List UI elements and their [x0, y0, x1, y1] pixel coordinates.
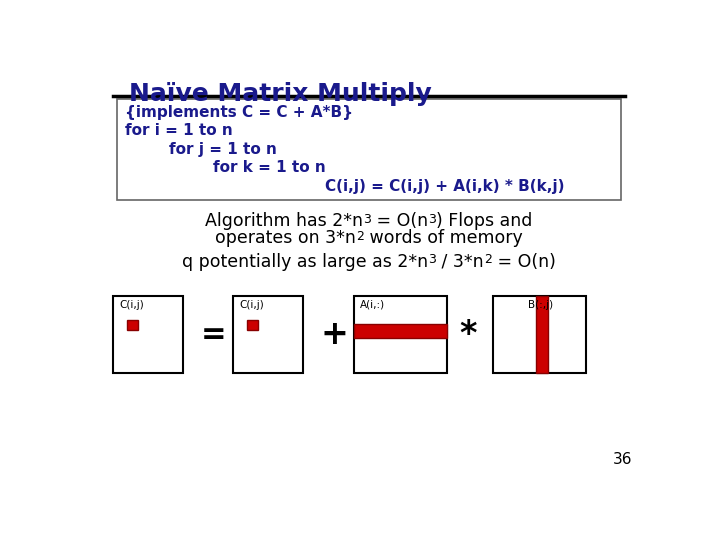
Text: for j = 1 to n: for j = 1 to n — [148, 142, 277, 157]
Text: 3: 3 — [364, 213, 372, 226]
Text: C(i,j): C(i,j) — [240, 300, 264, 309]
Bar — [248, 320, 258, 330]
Bar — [536, 296, 548, 373]
Text: +: + — [320, 318, 348, 351]
Bar — [493, 296, 586, 373]
Text: =: = — [201, 320, 227, 349]
Text: = O(n): = O(n) — [492, 253, 556, 271]
Text: 2: 2 — [484, 253, 492, 266]
Text: {implements C = C + A*B}: {implements C = C + A*B} — [125, 105, 353, 120]
Text: ) Flops and: ) Flops and — [436, 213, 533, 231]
Text: A(i,:): A(i,:) — [360, 300, 384, 309]
Text: 2: 2 — [356, 231, 364, 244]
Text: 3: 3 — [428, 213, 436, 226]
Text: words of memory: words of memory — [364, 230, 523, 247]
Bar — [117, 99, 621, 200]
Bar — [127, 320, 138, 330]
Bar — [113, 296, 183, 373]
Bar — [233, 296, 303, 373]
Text: q potentially as large as 2*n: q potentially as large as 2*n — [182, 253, 428, 271]
Bar — [354, 325, 446, 338]
Text: for k = 1 to n: for k = 1 to n — [171, 160, 326, 176]
Text: C(i,j): C(i,j) — [120, 300, 144, 309]
Text: for i = 1 to n: for i = 1 to n — [125, 123, 233, 138]
Text: C(i,j) = C(i,j) + A(i,k) * B(k,j): C(i,j) = C(i,j) + A(i,k) * B(k,j) — [241, 179, 564, 194]
Text: Algorithm has 2*n: Algorithm has 2*n — [205, 213, 364, 231]
Text: operates on 3*n: operates on 3*n — [215, 230, 356, 247]
Text: 3: 3 — [428, 253, 436, 266]
Text: B(:,j): B(:,j) — [528, 300, 553, 309]
Text: Naïve Matrix Multiply: Naïve Matrix Multiply — [129, 82, 431, 106]
Text: = O(n: = O(n — [372, 213, 428, 231]
Text: *: * — [459, 318, 477, 351]
Text: 36: 36 — [613, 452, 632, 467]
Text: / 3*n: / 3*n — [436, 253, 484, 271]
Bar — [354, 296, 446, 373]
